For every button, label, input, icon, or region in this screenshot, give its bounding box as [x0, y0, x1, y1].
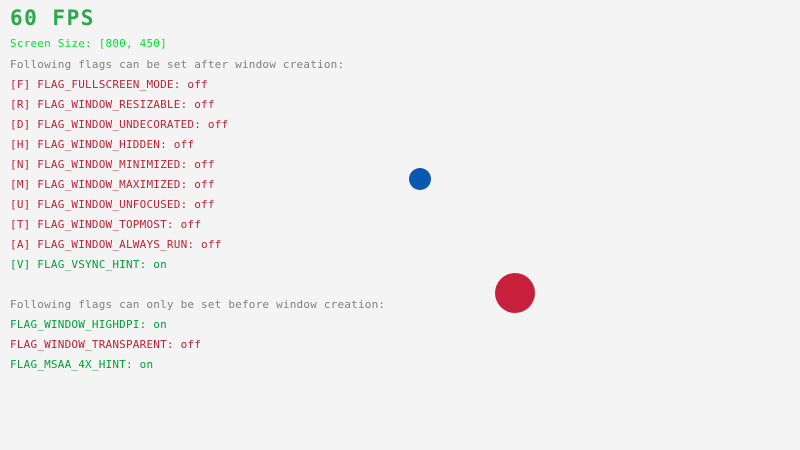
flag-row-flag-window-highdpi[interactable]: FLAG_WINDOW_HIGHDPI: on — [10, 318, 167, 331]
flag-row-flag-window-transparent[interactable]: FLAG_WINDOW_TRANSPARENT: off — [10, 338, 202, 351]
flag-row-flag-vsync-hint[interactable]: [V] FLAG_VSYNC_HINT: on — [10, 258, 167, 271]
flag-row-flag-window-always-run[interactable]: [A] FLAG_WINDOW_ALWAYS_RUN: off — [10, 238, 222, 251]
small-blue-ball — [409, 168, 431, 190]
flag-row-flag-msaa-4x-hint[interactable]: FLAG_MSAA_4X_HINT: on — [10, 358, 154, 371]
flag-row-flag-window-maximized[interactable]: [M] FLAG_WINDOW_MAXIMIZED: off — [10, 178, 215, 191]
flag-row-flag-window-minimized[interactable]: [N] FLAG_WINDOW_MINIMIZED: off — [10, 158, 215, 171]
flag-row-flag-window-undecorated[interactable]: [D] FLAG_WINDOW_UNDECORATED: off — [10, 118, 229, 131]
flag-row-flag-window-topmost[interactable]: [T] FLAG_WINDOW_TOPMOST: off — [10, 218, 202, 231]
flag-row-flag-window-unfocused[interactable]: [U] FLAG_WINDOW_UNFOCUSED: off — [10, 198, 215, 211]
flag-row-flag-fullscreen-mode[interactable]: [F] FLAG_FULLSCREEN_MODE: off — [10, 78, 208, 91]
flag-row-flag-window-resizable[interactable]: [R] FLAG_WINDOW_RESIZABLE: off — [10, 98, 215, 111]
flag-row-flag-window-hidden[interactable]: [H] FLAG_WINDOW_HIDDEN: off — [10, 138, 195, 151]
runtime-flags-header: Following flags can be set after window … — [10, 58, 345, 71]
large-red-ball — [495, 273, 535, 313]
screen-size-label: Screen Size: [800, 450] — [10, 37, 167, 50]
fps-counter: 60 FPS — [10, 6, 95, 30]
creation-flags-header: Following flags can only be set before w… — [10, 298, 386, 311]
